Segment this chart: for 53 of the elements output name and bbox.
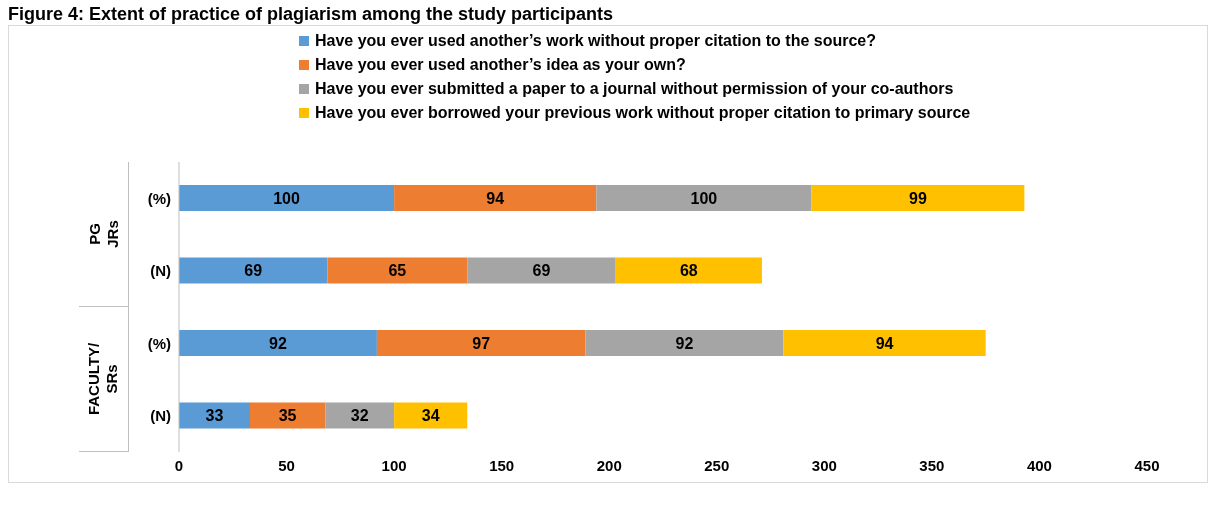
bar bbox=[615, 257, 762, 284]
x-tick-label: 100 bbox=[381, 456, 407, 474]
bar bbox=[179, 257, 328, 284]
bar bbox=[376, 330, 586, 356]
x-tick-label: 50 bbox=[278, 456, 295, 474]
y-tick-label: (%) bbox=[147, 189, 171, 207]
bar bbox=[327, 257, 468, 284]
bar bbox=[179, 330, 377, 356]
bar bbox=[394, 185, 597, 211]
text: PG JRs bbox=[85, 219, 122, 250]
x-tick-label: 450 bbox=[1134, 456, 1160, 474]
data-label: 65 bbox=[388, 262, 407, 280]
data-label: 100 bbox=[690, 189, 718, 207]
bar bbox=[249, 402, 326, 429]
data-label: 92 bbox=[675, 334, 694, 352]
data-label: 92 bbox=[269, 334, 287, 352]
data-label: 33 bbox=[205, 407, 224, 425]
chart-title: Figure 4: Extent of practice of plagiarism among the study participants bbox=[8, 4, 615, 25]
x-tick-label: 200 bbox=[596, 456, 622, 474]
y-tick-label: (N) bbox=[150, 262, 171, 280]
data-label: 94 bbox=[486, 189, 505, 207]
data-label: 69 bbox=[532, 262, 551, 280]
data-label: 97 bbox=[472, 334, 491, 352]
x-tick-label: 150 bbox=[489, 456, 515, 474]
y-tick-label: (N) bbox=[150, 407, 171, 425]
x-tick-label: 400 bbox=[1026, 456, 1052, 474]
bar bbox=[596, 185, 812, 211]
data-label: 100 bbox=[273, 189, 300, 207]
bar bbox=[467, 257, 616, 284]
text: FACULTY/ SRs bbox=[85, 342, 122, 416]
bar bbox=[325, 402, 395, 429]
bar bbox=[179, 402, 250, 429]
bar bbox=[783, 330, 986, 356]
bar bbox=[811, 185, 1025, 211]
x-tick-label: 0 bbox=[174, 456, 184, 474]
x-tick-label: 250 bbox=[704, 456, 730, 474]
x-tick-label: 300 bbox=[811, 456, 837, 474]
bar bbox=[585, 330, 784, 356]
legend-label: Have you ever used another’s work without proper citation to the source? bbox=[315, 32, 876, 50]
bar bbox=[394, 402, 468, 429]
x-tick-label: 350 bbox=[919, 456, 945, 474]
data-label: 32 bbox=[350, 407, 369, 425]
legend-label: Have you ever submitted a paper to a journal without permission of your co-authors bbox=[315, 80, 954, 98]
data-label: 68 bbox=[679, 262, 698, 280]
bar bbox=[179, 185, 395, 211]
legend-label: Have you ever borrowed your previous work without proper citation to primary source bbox=[315, 104, 971, 122]
data-label: 94 bbox=[875, 334, 894, 352]
data-label: 69 bbox=[244, 262, 263, 280]
data-label: 99 bbox=[909, 189, 927, 207]
data-label: 34 bbox=[421, 407, 440, 425]
data-label: 35 bbox=[278, 407, 297, 425]
legend-label: Have you ever used another’s idea as your own? bbox=[315, 56, 686, 74]
y-tick-label: (%) bbox=[147, 334, 171, 352]
